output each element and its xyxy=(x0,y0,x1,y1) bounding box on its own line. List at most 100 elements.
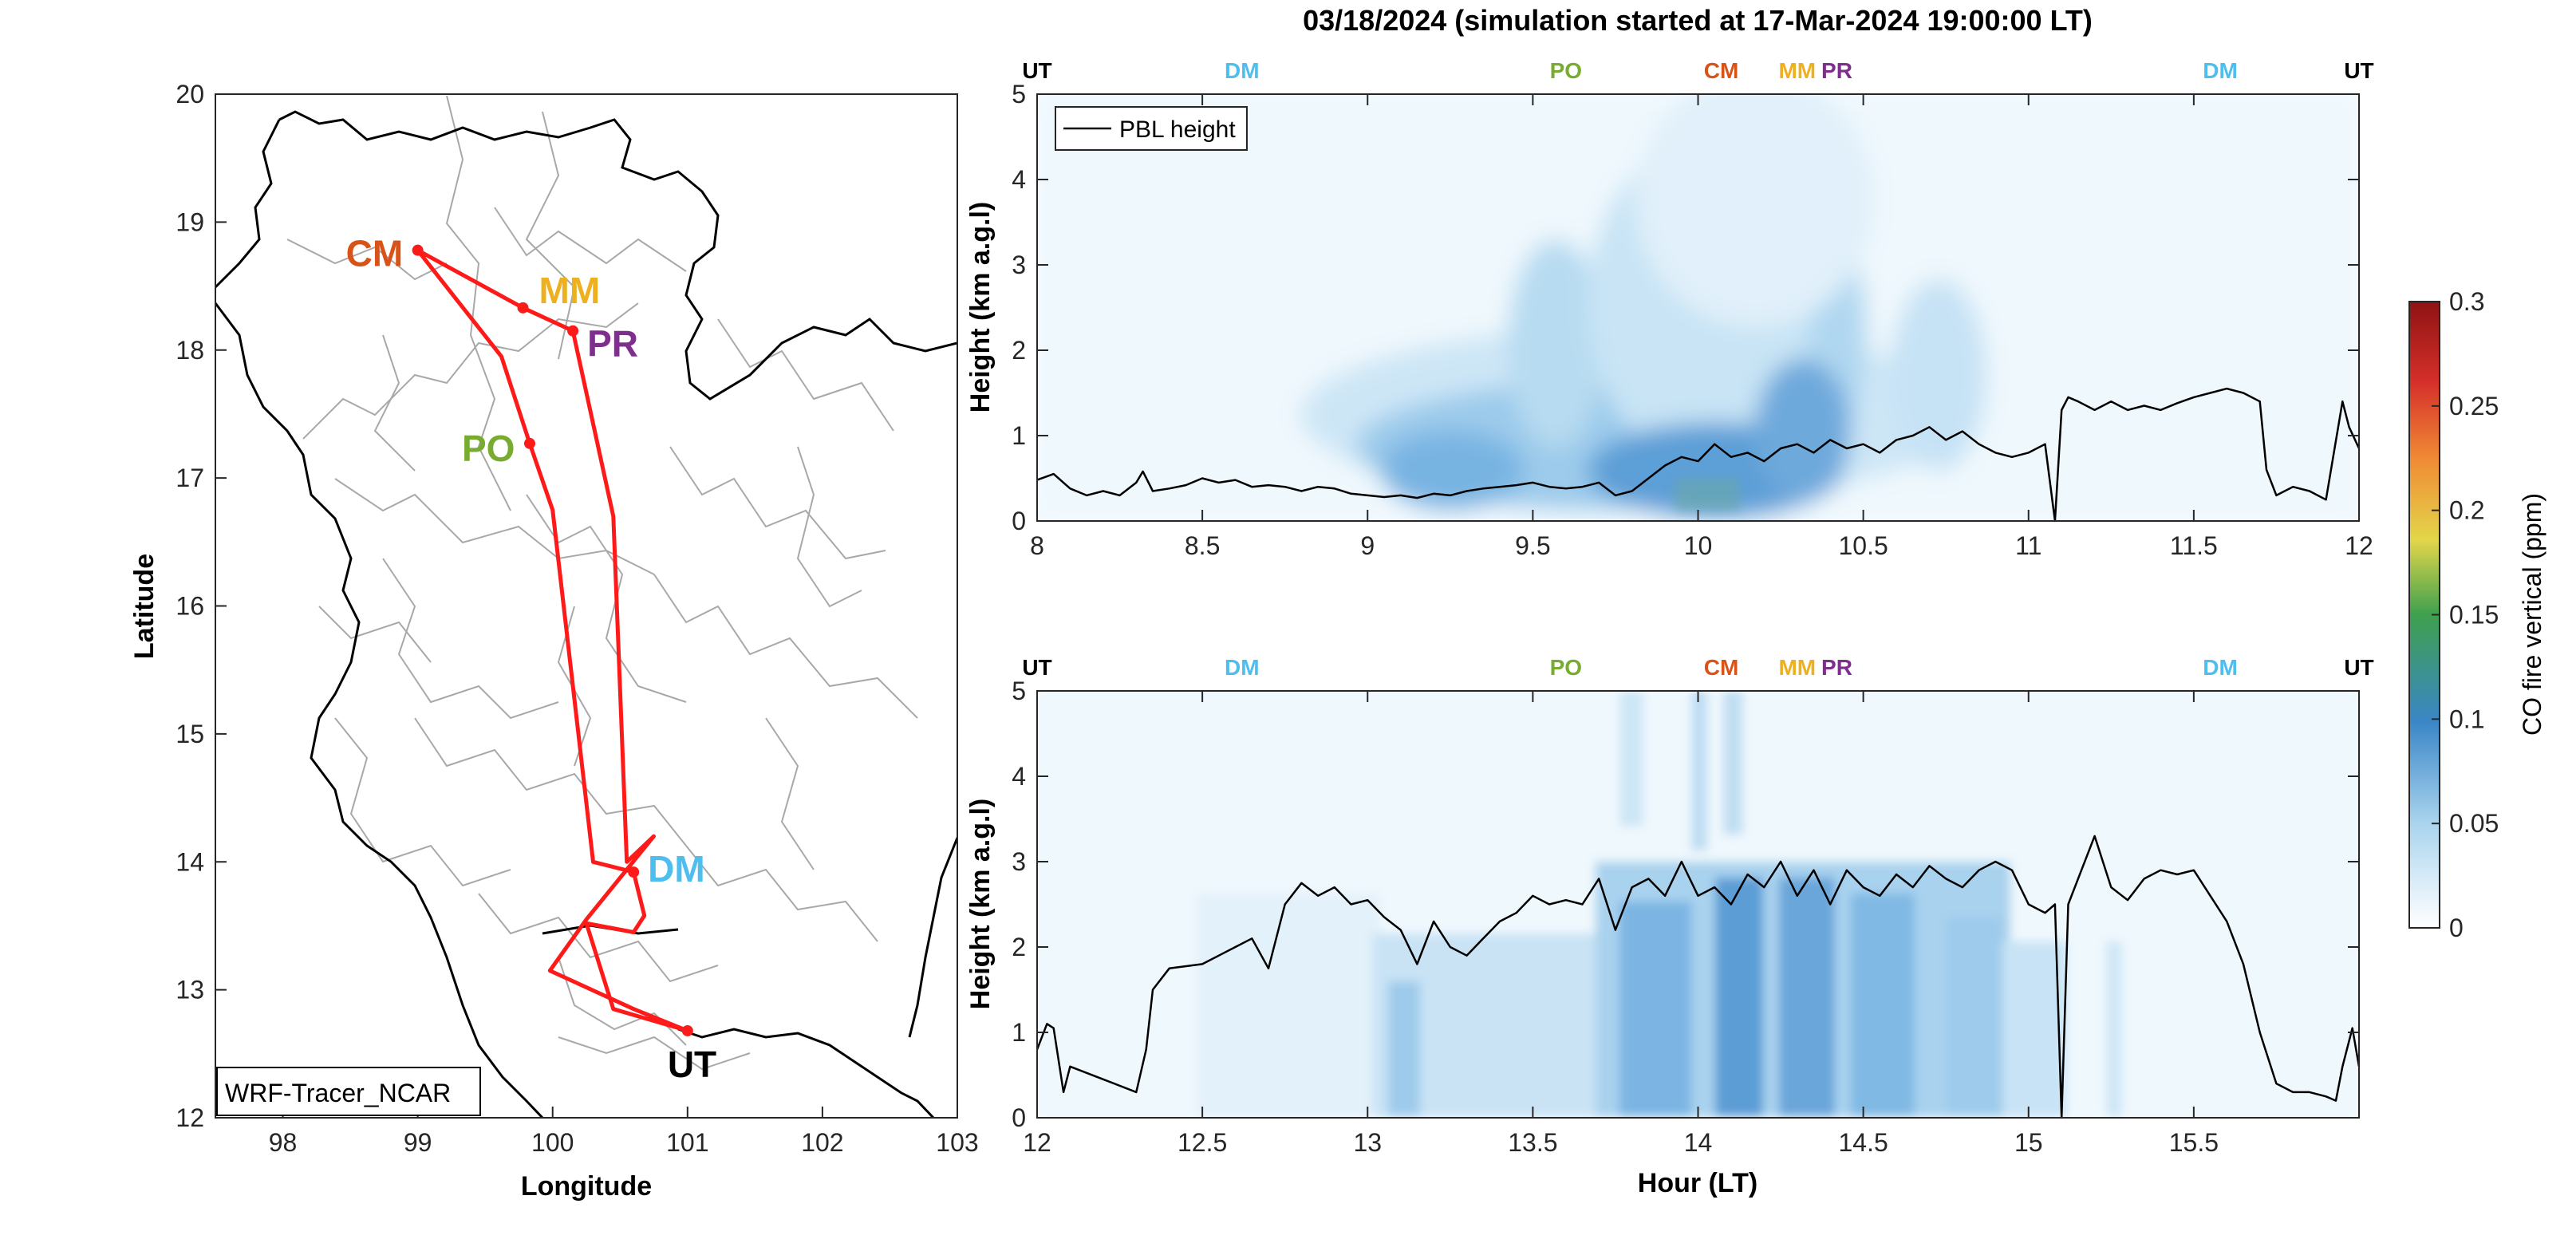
xtick-label: 12.5 xyxy=(1178,1128,1227,1157)
site-marker-pr xyxy=(567,325,579,337)
map-xtick-label: 100 xyxy=(531,1128,574,1157)
top-legend: PBL height xyxy=(1055,106,1248,151)
map-annotation-box: WRF-Tracer_NCAR xyxy=(216,1067,481,1116)
map-sites: CM MM PR PO DM UT xyxy=(346,233,717,1085)
figure-title: 03/18/2024 (simulation started at 17-Mar… xyxy=(1303,4,2093,37)
map-ylabel: Latitude xyxy=(129,554,160,659)
site-marker-label: CM xyxy=(1704,58,1739,83)
map-xtick-label: 103 xyxy=(936,1128,978,1157)
colorbar-label: CO fire vertical (ppm) xyxy=(2518,493,2546,736)
ytick-label: 4 xyxy=(1012,762,1026,791)
bottom-yticks: 0 1 2 3 4 5 xyxy=(1012,677,2359,1132)
ytick-label: 0 xyxy=(1012,1103,1026,1132)
xtick-label: 14.5 xyxy=(1838,1128,1888,1157)
ytick-label: 3 xyxy=(1012,251,1026,279)
map-xtick-label: 101 xyxy=(666,1128,708,1157)
top-heatmap xyxy=(1037,94,2359,521)
colorbar-tick-label: 0 xyxy=(2449,914,2464,942)
map-yticks: 12 13 14 15 16 17 18 19 20 xyxy=(176,80,227,1132)
site-marker-label: UT xyxy=(1022,58,1051,83)
map-xlabel: Longitude xyxy=(521,1171,652,1202)
bottom-xticks: 12 12.5 13 13.5 14 14.5 15 15.5 xyxy=(1023,691,2219,1157)
bottom-heatmap xyxy=(1037,691,2359,1118)
site-label-cm: CM xyxy=(346,233,404,274)
xtick-label: 8.5 xyxy=(1185,531,1220,560)
colorbar-tick-label: 0.05 xyxy=(2449,809,2499,838)
site-marker-label: PO xyxy=(1550,655,1582,680)
site-marker-po xyxy=(523,437,535,449)
ytick-label: 2 xyxy=(1012,336,1026,365)
site-marker-label: UT xyxy=(1022,655,1051,680)
site-marker-ut xyxy=(681,1024,693,1036)
xtick-label: 8 xyxy=(1030,531,1044,560)
bottom-xlabel: Hour (LT) xyxy=(1638,1168,1757,1198)
top-yticks: 0 1 2 3 4 5 xyxy=(1012,80,2359,535)
ytick-label: 3 xyxy=(1012,847,1026,876)
ytick-label: 5 xyxy=(1012,677,1026,705)
map-annotation: WRF-Tracer_NCAR xyxy=(225,1079,451,1107)
colorbar-tick-label: 0.15 xyxy=(2449,601,2499,629)
map-ytick-label: 13 xyxy=(176,976,204,1004)
map-ytick-label: 19 xyxy=(176,207,204,236)
colorbar-tick-label: 0.3 xyxy=(2449,287,2484,316)
xtick-label: 9.5 xyxy=(1515,531,1550,560)
map-panel: CM MM PR PO DM UT 98 99 100 101 102 103 12 13 14 15 16… xyxy=(129,80,979,1202)
bottom-pbl xyxy=(1036,835,2361,1119)
site-marker-label: DM xyxy=(2203,58,2238,83)
ytick-label: 0 xyxy=(1012,507,1026,535)
map-ytick-label: 17 xyxy=(176,464,204,492)
xtick-label: 13.5 xyxy=(1508,1128,1557,1157)
map-ytick-label: 14 xyxy=(176,847,204,876)
site-marker-label: DM xyxy=(2203,655,2238,680)
bottom-ylabel: Height (km a.g.l) xyxy=(965,799,996,1009)
site-marker-label: MM xyxy=(1778,58,1816,83)
pbl-height-line xyxy=(1036,835,2361,1119)
xtick-label: 11.5 xyxy=(2170,531,2218,560)
site-label-mm: MM xyxy=(539,270,601,311)
colorbar-ticks: 0 0.05 0.1 0.15 0.2 0.25 0.3 xyxy=(2432,287,2499,942)
colorbar: 0 0.05 0.1 0.15 0.2 0.25 0.3 CO fire vertical … xyxy=(2408,287,2546,942)
site-marker-label: DM xyxy=(1225,655,1260,680)
route xyxy=(416,248,688,1033)
pbl-height-line xyxy=(1036,387,2361,523)
ytick-label: 1 xyxy=(1012,421,1026,450)
map-xtick-label: 98 xyxy=(269,1128,298,1157)
bottom-site-markers: UT DM PO CM MM PR DM UT xyxy=(1022,655,2373,680)
site-marker-label: PR xyxy=(1821,58,1852,83)
colorbar-tick-label: 0.2 xyxy=(2449,496,2484,525)
xtick-label: 10.5 xyxy=(1838,531,1888,560)
xtick-label: 14 xyxy=(1684,1128,1713,1157)
site-marker-label: DM xyxy=(1225,58,1260,83)
site-marker-label: UT xyxy=(2344,58,2373,83)
site-marker-label: PO xyxy=(1550,58,1582,83)
map-ytick-label: 18 xyxy=(176,336,204,365)
site-label-dm: DM xyxy=(648,848,705,890)
map-xticks: 98 99 100 101 102 103 xyxy=(269,1107,979,1157)
site-label-po: PO xyxy=(462,428,515,469)
ytick-label: 2 xyxy=(1012,933,1026,961)
ytick-label: 1 xyxy=(1012,1018,1026,1047)
site-marker-label: UT xyxy=(2344,655,2373,680)
map-ytick-label: 16 xyxy=(176,592,204,621)
top-ylabel: Height (km a.g.l) xyxy=(965,202,996,412)
site-label-pr: PR xyxy=(587,323,638,365)
site-label-ut: UT xyxy=(668,1044,716,1085)
colorbar-tick-label: 0.1 xyxy=(2449,704,2484,733)
site-marker-label: CM xyxy=(1704,655,1739,680)
xtick-label: 12 xyxy=(1023,1128,1051,1157)
top-pbl xyxy=(1036,387,2361,523)
site-marker-mm xyxy=(517,302,529,314)
site-marker-dm xyxy=(628,866,640,878)
top-xticks: 8 8.5 9 9.5 10 10.5 11 11.5 12 xyxy=(1030,94,2373,560)
map-coastline xyxy=(215,110,957,1118)
map-ytick-label: 15 xyxy=(176,720,204,748)
site-marker-label: PR xyxy=(1821,655,1852,680)
xtick-label: 12 xyxy=(2345,531,2373,560)
map-ytick-label: 20 xyxy=(176,80,204,109)
map-ytick-label: 12 xyxy=(176,1103,204,1132)
xtick-label: 15.5 xyxy=(2169,1128,2219,1157)
top-site-markers: UT DM PO CM MM PR DM UT xyxy=(1022,58,2373,83)
